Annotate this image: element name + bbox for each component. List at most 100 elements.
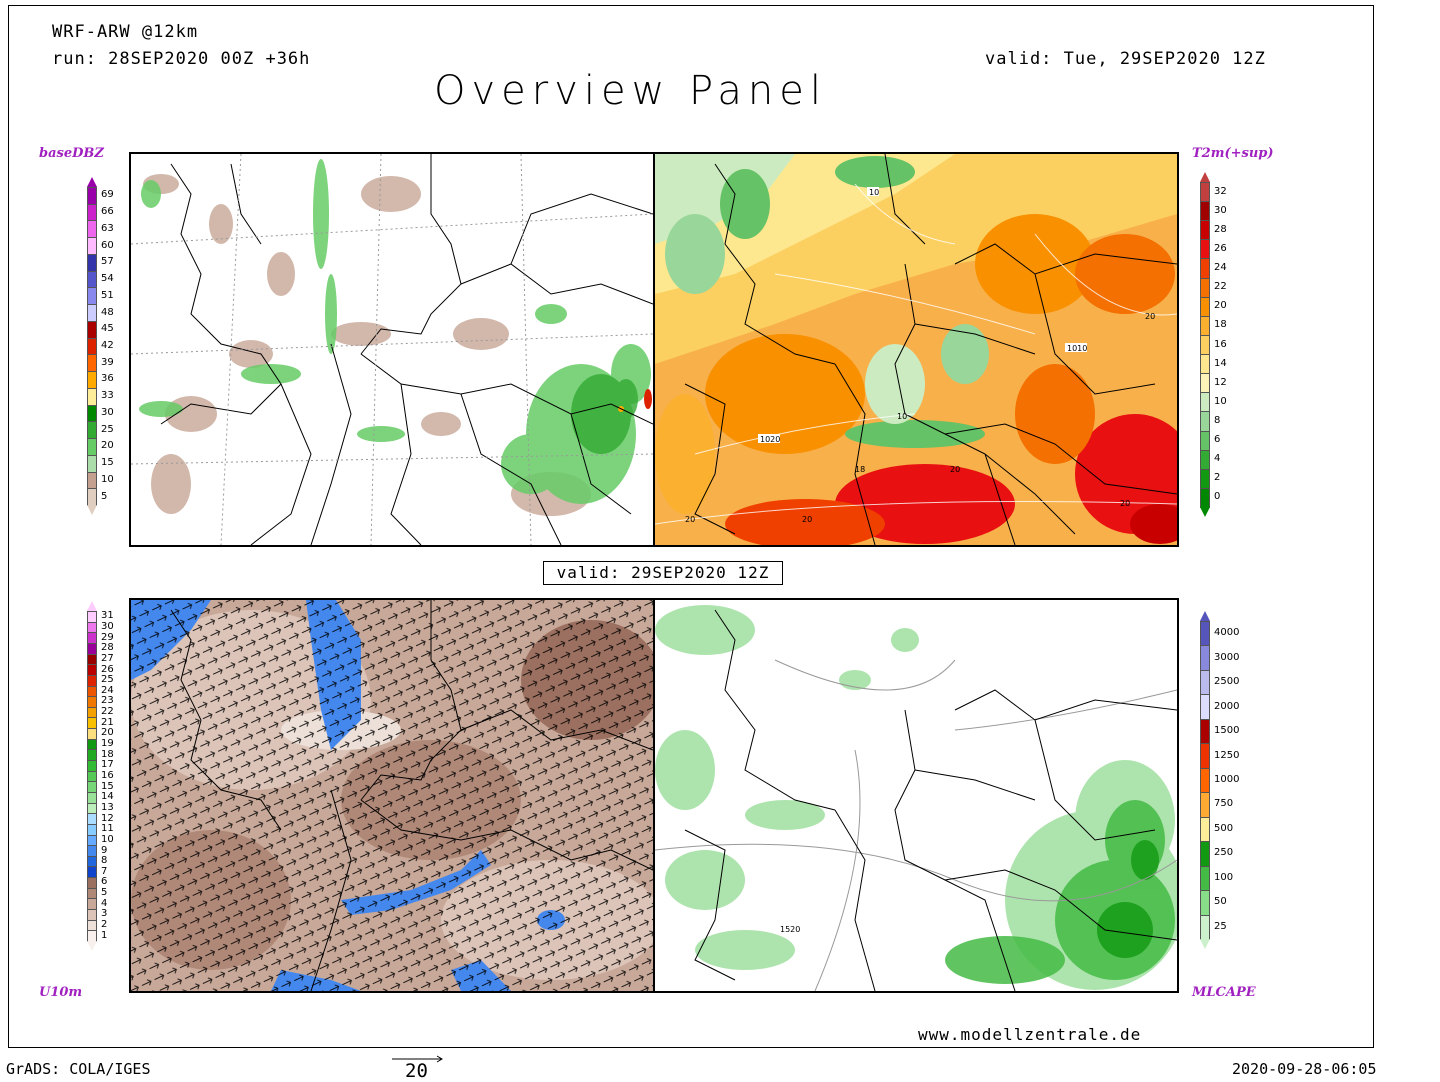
colorbar-segment (87, 337, 97, 356)
colorbar-label: 13 (101, 801, 114, 813)
colorbar-segment (87, 220, 97, 239)
colorbar-label: 4 (1214, 453, 1221, 465)
colorbar-segment (87, 320, 97, 339)
colorbar-label: 66 (101, 206, 114, 218)
colorbar-label: 6 (1214, 434, 1221, 446)
vector-scale-arrow (392, 1050, 444, 1063)
colorbar-segment (87, 203, 97, 222)
map-panel-basedbz (129, 152, 655, 547)
colorbar-segment (87, 454, 97, 473)
run-label: run: 28SEP2020 00Z +36h (52, 49, 311, 69)
colorbar-label: 24 (101, 684, 114, 696)
colorbar-label: 28 (101, 642, 114, 654)
colorbar-label: 9 (101, 844, 108, 856)
colorbar-label: 1 (101, 929, 108, 941)
colorbar-label: 10 (1214, 395, 1227, 407)
colorbar-top-arrow (87, 177, 97, 187)
colorbar-label: 18 (101, 748, 114, 760)
colorbar-segment (1200, 373, 1210, 394)
colorbar-segment (1200, 296, 1210, 317)
colorbar-label: 29 (101, 631, 114, 643)
colorbar-label: 15 (101, 780, 114, 792)
colorbar-basedbz: 69 66 63 60 57 54 51 48 45 42 39 36 33 30 25 20 15 10 5 (87, 177, 114, 515)
colorbar-label: 25 (101, 674, 114, 686)
panel-label-basedbz: baseDBZ (39, 146, 104, 161)
colorbar-segment (87, 421, 97, 440)
colorbar-label: 5 (101, 887, 108, 899)
colorbar-segment (1200, 865, 1210, 892)
colorbar-label: 14 (101, 791, 114, 803)
colorbar-label: 4000 (1214, 627, 1240, 639)
colorbar-segment (1200, 239, 1210, 260)
colorbar-label: 2 (101, 919, 108, 931)
colorbar-label: 57 (101, 256, 114, 268)
colorbar-label: 10 (101, 473, 114, 485)
colorbar-segment (87, 287, 97, 306)
colorbar-segment (87, 404, 97, 423)
colorbar-segment (1200, 841, 1210, 867)
colorbar-segment (1200, 354, 1210, 375)
colorbar-bottom-arrow (87, 941, 97, 951)
colorbar-label: 11 (101, 823, 114, 835)
vector-scale-label: 20 (405, 1060, 428, 1082)
colorbar-label: 30 (101, 406, 114, 418)
colorbar-label: 6 (101, 876, 108, 888)
colorbar-label: 25 (1214, 920, 1227, 932)
colorbar-label: 12 (101, 812, 114, 824)
colorbar-segment (1200, 694, 1210, 720)
colorbar-segment (1200, 669, 1210, 696)
colorbar-label: 20 (101, 440, 114, 452)
colorbar-label: 4 (101, 897, 108, 909)
colorbar-label: 26 (101, 663, 114, 675)
colorbar-segment (87, 253, 97, 272)
contour-label: 20 (685, 515, 695, 524)
colorbar-label: 20 (1214, 300, 1227, 312)
contour-label: 20 (1120, 499, 1130, 508)
colorbar-segment (1200, 468, 1210, 489)
colorbar-label: 250 (1214, 847, 1234, 859)
colorbar-segment (1200, 220, 1210, 241)
colorbar-segment (1200, 890, 1210, 916)
colorbar-segment (1200, 277, 1210, 298)
colorbar-segment (1200, 914, 1210, 940)
colorbar-segment (1200, 258, 1210, 279)
contour-label: 10 (897, 412, 907, 421)
colorbar-segment (87, 488, 97, 506)
colorbar-label: 3000 (1214, 651, 1240, 663)
colorbar-segment (1200, 718, 1210, 745)
colorbar-segment (87, 438, 97, 456)
colorbar-label: 500 (1214, 822, 1234, 834)
colorbar-label: 12 (1214, 376, 1227, 388)
colorbar-label: 63 (101, 222, 114, 234)
figure-frame (8, 5, 1374, 1048)
colorbar-label: 750 (1214, 798, 1234, 810)
colorbar-segment (1200, 430, 1210, 451)
colorbar-label: 1500 (1214, 725, 1240, 737)
colorbar-label: 16 (1214, 338, 1227, 350)
colorbar-bottom-arrow (1200, 939, 1210, 949)
colorbar-label: 2500 (1214, 676, 1240, 688)
colorbar-mlcape: 4000 3000 2500 2000 1500 1250 1000 750 500 250 100… (1200, 611, 1239, 949)
colorbar-segment (1200, 743, 1210, 769)
colorbar-label: 8 (1214, 414, 1221, 426)
colorbar-label: 5 (101, 490, 108, 502)
contour-label: 20 (1145, 312, 1155, 321)
colorbar-t2m: 32 30 28 26 24 22 20 18 16 14 12 10 8 6 4 2 0 (1200, 172, 1227, 517)
map-panel-mlcape: 1520 (653, 598, 1179, 993)
colorbar-label: 42 (101, 340, 114, 351)
colorbar-label: 36 (101, 373, 114, 385)
colorbar-label: 19 (101, 738, 114, 750)
contour-label: 1020 (760, 435, 780, 444)
colorbar-label: 18 (1214, 319, 1227, 331)
colorbar-label: 0 (1214, 491, 1221, 503)
colorbar-label: 32 (1214, 185, 1227, 197)
colorbar-label: 10 (101, 833, 114, 845)
colorbar-segment (87, 237, 97, 255)
colorbar-label: 28 (1214, 223, 1227, 235)
colorbar-segment (87, 354, 97, 373)
colorbar-label: 15 (101, 457, 114, 469)
colorbar-label: 69 (101, 189, 114, 201)
colorbar-label: 100 (1214, 871, 1234, 883)
colorbar-segment (1200, 182, 1210, 203)
colorbar-segment (1200, 816, 1210, 843)
